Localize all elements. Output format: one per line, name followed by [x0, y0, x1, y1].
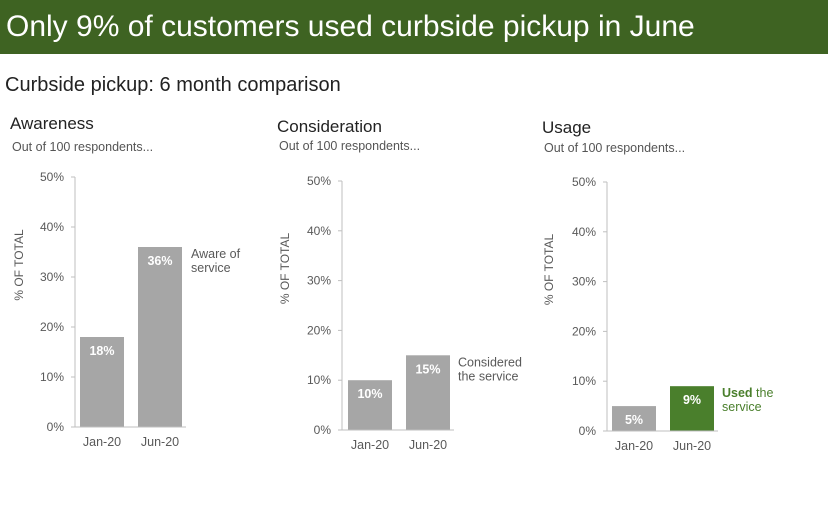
- bar: [612, 406, 656, 431]
- bar-value-label: 10%: [357, 387, 382, 401]
- bar-annotation-line1: Used the: [722, 386, 773, 400]
- bar-annotation-line2: service: [191, 261, 231, 275]
- bar: [138, 247, 182, 427]
- bar: [348, 380, 392, 430]
- y-tick-label: 20%: [307, 323, 331, 337]
- y-tick-label: 30%: [40, 270, 64, 284]
- y-tick-label: 10%: [572, 374, 596, 388]
- bar: [670, 386, 714, 431]
- x-category-label: Jun-20: [673, 439, 711, 453]
- y-tick-label: 50%: [307, 174, 331, 188]
- y-tick-label: 40%: [40, 220, 64, 234]
- y-axis-title: % OF TOTAL: [542, 234, 556, 306]
- chart-title: Usage: [542, 118, 592, 137]
- bar-value-label: 9%: [683, 393, 701, 407]
- y-tick-label: 0%: [47, 420, 65, 434]
- consideration-chart: 0% 10% 20% 30% 40% 50% % OF TOTAL 10% Jan-20 15% J…: [278, 174, 522, 452]
- title-banner: Only 9% of customers used curbside picku…: [0, 0, 828, 54]
- page-subtitle: Curbside pickup: 6 month comparison: [5, 74, 341, 96]
- bar: [80, 337, 124, 427]
- bar: [406, 355, 450, 430]
- bar-annotation-line1: Considered: [458, 355, 522, 369]
- bar-annotation-line1: Aware of: [191, 247, 241, 261]
- y-tick-label: 10%: [40, 370, 64, 384]
- y-axis-title: % OF TOTAL: [278, 233, 292, 305]
- chart-note: Out of 100 respondents...: [279, 139, 421, 153]
- x-category-label: Jun-20: [409, 438, 447, 452]
- bar-value-label: 15%: [415, 362, 440, 376]
- bar-value-label: 5%: [625, 413, 643, 427]
- chart-title: Consideration: [277, 117, 382, 136]
- x-category-label: Jan-20: [351, 438, 389, 452]
- bar-value-label: 36%: [147, 254, 172, 268]
- chart-panel-awareness: Awareness Out of 100 respondents... 0% 10…: [0, 0, 270, 506]
- y-tick-label: 0%: [314, 423, 332, 437]
- chart-note: Out of 100 respondents...: [544, 141, 686, 155]
- y-tick-label: 40%: [572, 225, 596, 239]
- y-tick-label: 40%: [307, 224, 331, 238]
- x-category-label: Jun-20: [141, 435, 179, 449]
- x-category-label: Jan-20: [615, 439, 653, 453]
- annotation-emphasis: Used: [722, 386, 753, 400]
- awareness-chart: 0% 10% 20% 30% 40% 50% % OF TOTAL 18% Jan-20 36% J…: [12, 170, 241, 449]
- annotation-text: the: [753, 386, 774, 400]
- page-title: Only 9% of customers used curbside picku…: [6, 10, 695, 43]
- y-tick-label: 10%: [307, 373, 331, 387]
- y-tick-label: 30%: [572, 275, 596, 289]
- y-axis-title: % OF TOTAL: [12, 229, 26, 301]
- y-tick-label: 20%: [40, 320, 64, 334]
- usage-chart: 0% 10% 20% 30% 40% 50% % OF TOTAL 5% Jan-20 9% Jun…: [542, 175, 773, 453]
- chart-title: Awareness: [10, 114, 94, 133]
- bar-annotation-line2: service: [722, 400, 762, 414]
- x-category-label: Jan-20: [83, 435, 121, 449]
- y-tick-label: 50%: [572, 175, 596, 189]
- chart-panel-usage: Usage Out of 100 respondents... 0% 10% 20%…: [532, 0, 802, 506]
- y-tick-label: 50%: [40, 170, 64, 184]
- y-tick-label: 30%: [307, 274, 331, 288]
- bar-value-label: 18%: [89, 344, 114, 358]
- chart-panel-consideration: Consideration Out of 100 respondents... …: [267, 0, 537, 506]
- bar-annotation-line2: the service: [458, 369, 518, 383]
- y-tick-label: 20%: [572, 324, 596, 338]
- y-tick-label: 0%: [579, 424, 597, 438]
- chart-note: Out of 100 respondents...: [12, 140, 154, 154]
